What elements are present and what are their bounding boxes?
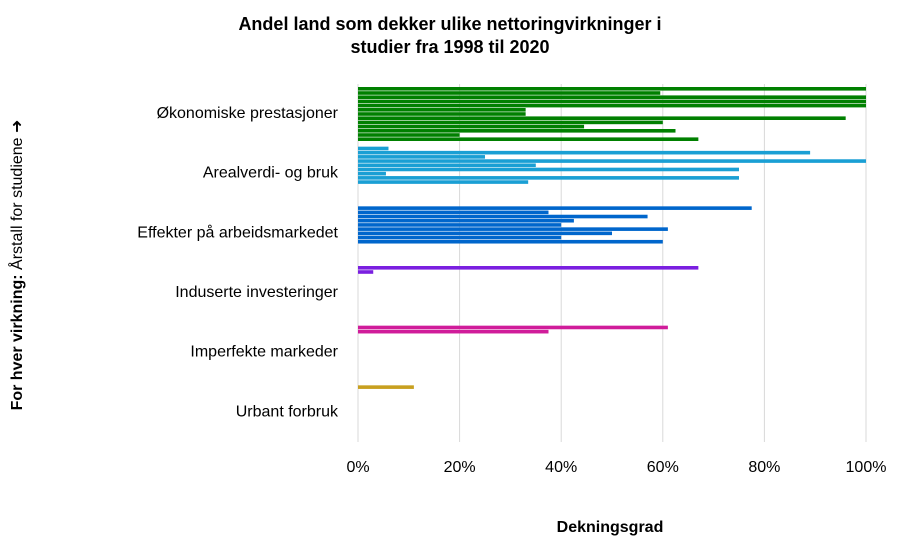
bar	[358, 223, 562, 227]
y-tick-label: Induserte investeringer	[175, 284, 338, 301]
bar	[358, 266, 699, 270]
bar	[358, 103, 866, 108]
bar	[358, 171, 386, 176]
x-axis-label: Dekningsgrad	[557, 519, 664, 536]
y-axis-label-rest: Årstall for studiene ➜	[7, 120, 26, 270]
bar	[358, 167, 739, 172]
y-tick-label: Urbant forbruk	[236, 403, 339, 420]
x-tick-label: 60%	[647, 459, 679, 476]
bar	[358, 214, 648, 219]
bar	[358, 155, 485, 159]
bar	[358, 231, 612, 236]
bar	[358, 159, 866, 163]
x-tick-label: 20%	[444, 459, 476, 476]
y-tick-label: Økonomiske prestasjoner	[157, 105, 339, 122]
chart-title: Andel land som dekker ulike nettoringvir…	[238, 14, 661, 34]
y-tick-label: Imperfekte markeder	[190, 344, 338, 361]
bar	[358, 239, 663, 244]
bar	[358, 91, 661, 95]
x-tick-label: 100%	[846, 459, 887, 476]
bar	[358, 270, 374, 274]
x-tick-label: 80%	[748, 459, 780, 476]
chart-title: studier fra 1998 til 2020	[350, 37, 549, 57]
bar	[358, 99, 866, 104]
y-tick-label: Arealverdi- og bruk	[203, 165, 339, 182]
bar	[358, 112, 526, 116]
bar	[358, 176, 739, 180]
bar	[358, 325, 668, 330]
bar	[358, 163, 536, 168]
y-axis-label-bold: For hver virkning:	[9, 274, 26, 410]
bar	[358, 146, 389, 151]
bar	[358, 235, 562, 240]
y-tick-label: Effekter på arbeidsmarkedet	[137, 223, 338, 241]
bar	[358, 124, 585, 129]
bar	[358, 180, 529, 184]
bar	[358, 108, 526, 112]
bar	[358, 385, 414, 389]
bar	[358, 150, 811, 155]
bar	[358, 210, 549, 215]
bar	[358, 329, 549, 334]
bar	[358, 227, 668, 231]
bar	[358, 120, 663, 125]
bar	[358, 137, 699, 141]
bar	[358, 133, 460, 137]
x-tick-label: 40%	[545, 459, 577, 476]
x-tick-label: 0%	[346, 459, 369, 476]
bar	[358, 95, 866, 99]
bar	[358, 218, 574, 223]
bar	[358, 87, 866, 91]
y-axis-label: For hver virkning: Årstall for studiene …	[7, 120, 26, 411]
bar	[358, 129, 676, 133]
bar	[358, 116, 846, 120]
bar	[358, 206, 752, 210]
